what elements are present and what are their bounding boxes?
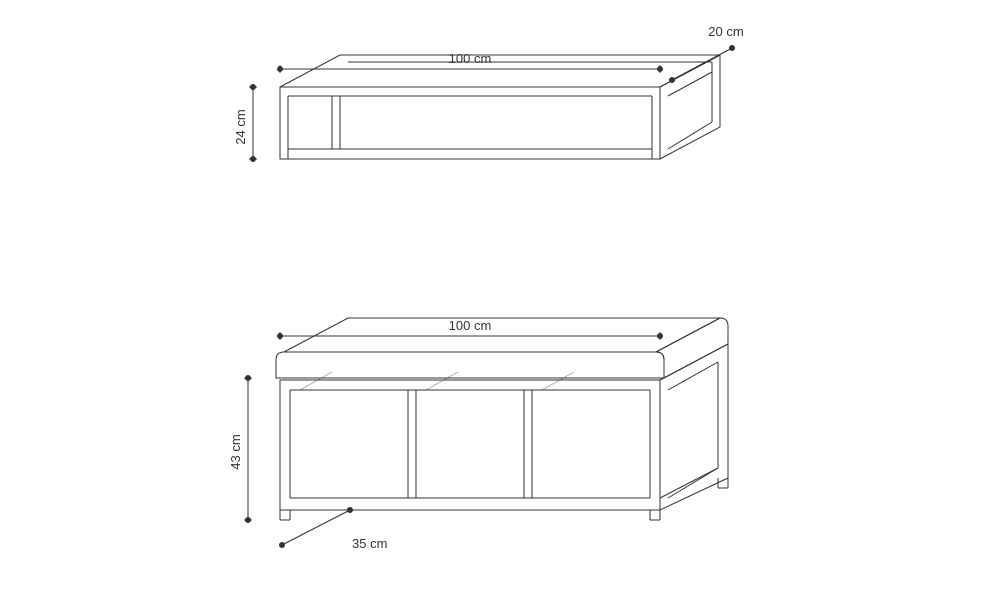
dim-bench-height: 43 cm [228, 376, 252, 523]
dim-bench-width: 100 cm [278, 318, 663, 340]
dim-shelf-depth: 20 cm [670, 24, 744, 83]
bench-drawing: 100 cm 43 cm 35 cm [228, 318, 728, 551]
shelf-drawing: 100 cm 20 cm 24 cm [233, 24, 744, 162]
dim-shelf-height: 24 cm [233, 85, 257, 162]
dim-shelf-depth-text: 20 cm [708, 24, 743, 39]
dim-shelf-height-text: 24 cm [233, 109, 248, 144]
dim-bench-depth-text: 35 cm [352, 536, 387, 551]
dim-bench-width-text: 100 cm [449, 318, 492, 333]
dim-bench-height-text: 43 cm [228, 434, 243, 469]
dim-bench-depth: 35 cm [280, 508, 388, 552]
tech-drawing-svg: 100 cm 20 cm 24 cm [0, 0, 1000, 590]
dim-shelf-width-text: 100 cm [449, 51, 492, 66]
